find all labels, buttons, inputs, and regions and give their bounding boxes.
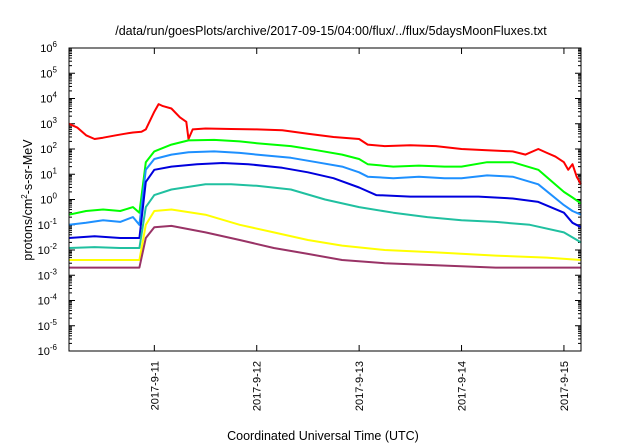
y-tick-exponent: -2 <box>50 242 58 251</box>
x-tick-label: 2017-9-13 <box>354 361 366 411</box>
series-line <box>68 183 582 249</box>
y-tick-exponent: 0 <box>53 192 58 201</box>
y-tick-exponent: -6 <box>50 343 58 352</box>
y-tick-label: 106 <box>40 40 57 55</box>
y-tick-label: 10-5 <box>38 318 58 333</box>
y-tick-exponent: 6 <box>53 40 58 49</box>
series-line <box>68 162 582 239</box>
y-tick-exponent: 5 <box>53 65 58 74</box>
y-tick-label: 10-3 <box>38 267 58 282</box>
y-tick-exponent: -5 <box>50 318 58 327</box>
plot-frame <box>68 47 582 352</box>
y-tick-base: 10 <box>40 68 52 80</box>
y-tick-label: 103 <box>40 116 57 131</box>
y-tick-exponent: -4 <box>50 293 58 302</box>
y-tick-exponent: -3 <box>50 267 58 276</box>
y-axis-label-main: protons/cm <box>21 199 35 261</box>
series-line <box>68 138 582 216</box>
series-line <box>69 208 582 261</box>
x-tick-label: 2017-9-12 <box>252 361 264 411</box>
y-tick-base: 10 <box>40 195 52 207</box>
y-tick-base: 10 <box>40 119 52 131</box>
y-tick-base: 10 <box>40 94 52 106</box>
y-tick-label: 104 <box>40 91 57 106</box>
y-tick-exponent: 3 <box>53 116 58 125</box>
x-tick-label: 2017-9-15 <box>559 361 571 411</box>
y-tick-label: 100 <box>40 192 57 207</box>
y-tick-base: 10 <box>40 169 52 181</box>
y-tick-base: 10 <box>38 296 50 308</box>
y-tick-label: 102 <box>40 141 57 156</box>
y-tick-exponent: 2 <box>53 141 58 150</box>
y-axis-label-sup: 2 <box>20 194 29 199</box>
y-tick-label: 101 <box>40 166 57 181</box>
y-axis-label: protons/cm2-s-sr-MeV <box>20 139 35 261</box>
y-tick-base: 10 <box>38 346 50 358</box>
y-tick-exponent: 4 <box>53 91 58 100</box>
series-line <box>69 224 581 269</box>
series-line <box>68 103 582 185</box>
series-line <box>68 150 582 226</box>
axis-ticks: 10-610-510-410-310-210-11001011021031041… <box>38 40 581 411</box>
y-tick-base: 10 <box>38 321 50 333</box>
y-tick-label: 10-4 <box>38 293 58 308</box>
chart-title: /data/run/goesPlots/archive/2017-09-15/0… <box>115 24 547 38</box>
y-tick-exponent: -1 <box>50 217 58 226</box>
y-tick-label: 10-6 <box>38 343 58 358</box>
y-tick-base: 10 <box>40 43 52 55</box>
y-tick-exponent: 1 <box>53 166 58 175</box>
x-tick-label: 2017-9-14 <box>457 361 469 411</box>
x-axis-label: Coordinated Universal Time (UTC) <box>227 429 419 443</box>
y-tick-base: 10 <box>38 220 50 232</box>
y-tick-label: 10-1 <box>38 217 58 232</box>
series-group <box>68 103 582 269</box>
y-tick-label: 105 <box>40 65 57 80</box>
y-axis-label-rest: -s-sr-MeV <box>21 139 35 195</box>
y-tick-base: 10 <box>40 144 52 156</box>
y-tick-base: 10 <box>38 270 50 282</box>
y-tick-base: 10 <box>38 245 50 257</box>
x-tick-label: 2017-9-11 <box>149 361 161 410</box>
y-tick-label: 10-2 <box>38 242 58 257</box>
